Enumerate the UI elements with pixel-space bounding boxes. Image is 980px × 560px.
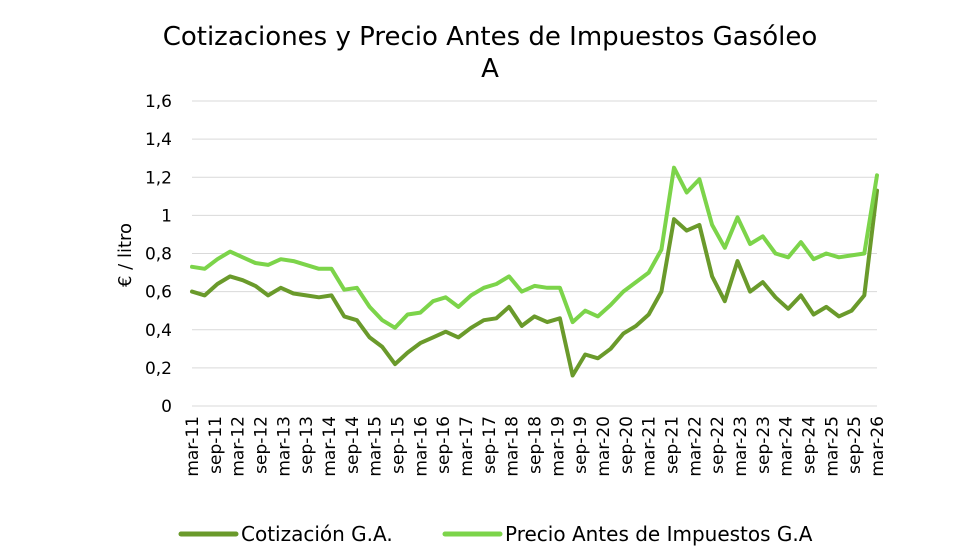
y-tick-label: 0,2	[145, 359, 172, 379]
x-tick-label: mar-13	[274, 416, 294, 477]
x-tick-label: mar-21	[640, 416, 660, 477]
x-tick-label: mar-14	[320, 416, 340, 477]
series-line-1	[190, 188, 879, 378]
x-tick-label: sep-15	[389, 416, 409, 474]
x-tick-label: sep-21	[663, 416, 683, 474]
y-tick-label: 1,2	[145, 168, 172, 188]
y-tick-label: 0,8	[145, 245, 172, 265]
legend: Cotización G.A. Precio Antes de Impuestos…	[178, 522, 813, 546]
legend-label-2: Precio Antes de Impuestos G.A	[505, 522, 813, 546]
x-tick-label: sep-12	[252, 416, 272, 474]
x-tick-label: mar-15	[366, 416, 386, 477]
x-tick-label: mar-16	[411, 416, 431, 477]
x-tick-label: sep-23	[754, 416, 774, 474]
x-tick-label: mar-18	[503, 416, 523, 477]
y-tick-label: 0,6	[145, 283, 172, 303]
x-tick-label: sep-18	[526, 416, 546, 474]
x-tick-label: mar-17	[457, 416, 477, 477]
x-tick-label: mar-25	[822, 416, 842, 477]
series-line-2	[190, 165, 879, 330]
x-tick-label: sep-13	[297, 416, 317, 474]
x-tick-label: mar-26	[868, 416, 888, 477]
x-tick-label: sep-22	[708, 416, 728, 474]
legend-label-1: Cotización G.A.	[241, 522, 393, 546]
x-tick-label: mar-11	[183, 416, 203, 477]
x-tick-label: sep-24	[800, 416, 820, 474]
y-tick-label: 0	[161, 397, 172, 417]
x-tick-label: sep-11	[206, 416, 226, 474]
chart-title-line-1: Cotizaciones y Precio Antes de Impuestos…	[163, 22, 818, 52]
x-tick-label: mar-20	[594, 416, 614, 477]
x-tick-label: sep-16	[434, 416, 454, 474]
x-tick-label: sep-17	[480, 416, 500, 474]
y-axis-label: € / litro	[115, 223, 136, 287]
y-tick-label: 1	[161, 206, 172, 226]
x-axis-ticks: mar-11 sep-11 mar-12 sep-12 mar-13 sep-13 mar-…	[183, 416, 888, 477]
x-tick-label: mar-22	[685, 416, 705, 477]
x-tick-label: sep-19	[571, 416, 591, 474]
x-tick-label: sep-14	[343, 416, 363, 474]
y-axis-ticks: 0 0,2 0,4 0,6 0,8 1 1,2 1,4 1,6	[145, 92, 172, 417]
x-tick-label: mar-23	[731, 416, 751, 477]
x-tick-label: mar-24	[777, 416, 797, 477]
x-tick-label: mar-19	[548, 416, 568, 477]
x-tick-label: sep-20	[617, 416, 637, 474]
gridlines	[192, 100, 877, 407]
y-tick-label: 1,6	[145, 92, 172, 112]
chart-title-line-2: A	[481, 54, 499, 84]
series-lines	[190, 165, 879, 378]
x-tick-label: sep-25	[845, 416, 865, 474]
y-tick-label: 1,4	[145, 130, 172, 150]
y-tick-label: 0,4	[145, 321, 172, 341]
x-tick-label: mar-12	[229, 416, 249, 477]
